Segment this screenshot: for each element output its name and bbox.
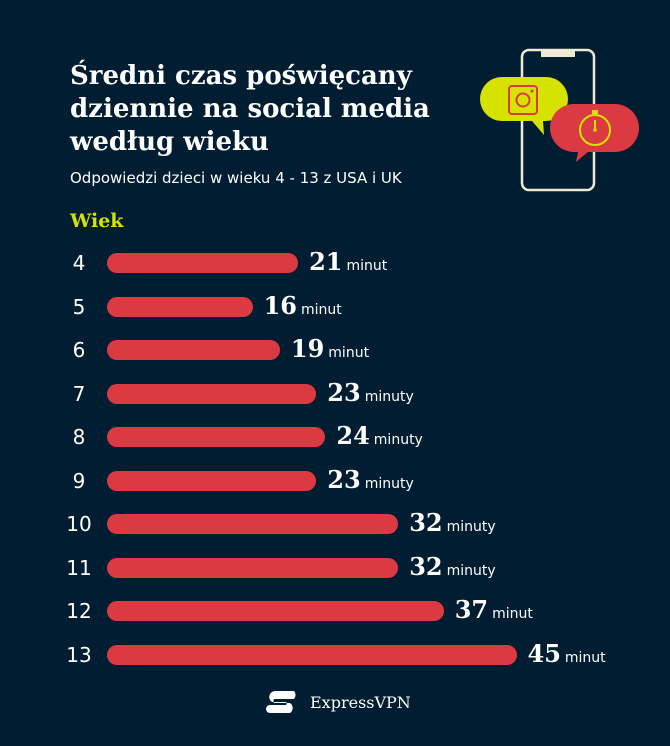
value-number: 19 [290,334,325,363]
category-label: 9 [72,468,86,493]
brand-name: ExpressVPN [310,692,411,712]
stopwatch-icon [550,104,639,162]
value-number: 21 [309,247,343,276]
value-number: 32 [409,508,443,537]
bar [107,383,317,404]
y-axis-label: Wiek [70,210,124,232]
chart-subtitle: Odpowiedzi dzieci w wieku 4 - 13 z USA i… [70,169,402,187]
category-label: 12 [66,599,92,623]
value-label: 45 minut [528,639,606,668]
expressvpn-logo: ExpressVPN [266,689,411,715]
value-unit: minuty [373,432,423,448]
value-label: 37 minut [455,595,533,624]
value-label: 32 minuty [409,552,495,581]
value-number: 45 [527,638,561,668]
value-number: 24 [336,421,370,450]
value-label: 24 minuty [336,421,422,450]
instagram-icon [480,77,568,135]
category-label: 8 [72,425,86,449]
value-unit: minut [328,345,370,361]
bar [107,470,317,491]
chart-title: Średni czas poświęcany dziennie na socia… [70,61,430,157]
value-unit: minuty [364,475,414,492]
bar [107,514,399,534]
value-unit: minuty [446,562,496,579]
value-unit: minut [301,301,342,318]
value-label: 21 minut [309,247,387,276]
value-label: 19 minut [291,334,369,363]
value-number: 16 [263,290,297,320]
bar [107,644,517,665]
expressvpn-logo-icon [266,690,296,713]
bar [107,427,326,447]
category-label: 6 [72,338,86,362]
value-unit: minut [564,649,606,666]
category-label: 11 [66,555,92,580]
bar [107,340,280,360]
phone-illustration [480,48,639,192]
value-number: 23 [327,377,361,407]
value-unit: minuty [364,388,414,405]
value-unit: minut [492,606,533,622]
value-number: 23 [327,464,361,494]
value-number: 32 [409,551,443,581]
value-label: 23 minuty [327,378,413,407]
category-label: 5 [72,294,86,319]
category-label: 10 [66,512,92,536]
value-number: 37 [454,595,489,624]
value-label: 16 minut [264,291,342,320]
category-label: 4 [72,251,86,275]
bar [107,296,253,317]
value-unit: minut [346,258,388,274]
bar [107,253,299,273]
bar [107,557,399,578]
value-unit: minuty [446,519,496,535]
value-label: 32 minuty [409,508,495,537]
category-label: 7 [72,381,86,406]
category-label: 13 [66,642,92,667]
value-label: 23 minuty [327,465,413,494]
bar [107,601,444,621]
